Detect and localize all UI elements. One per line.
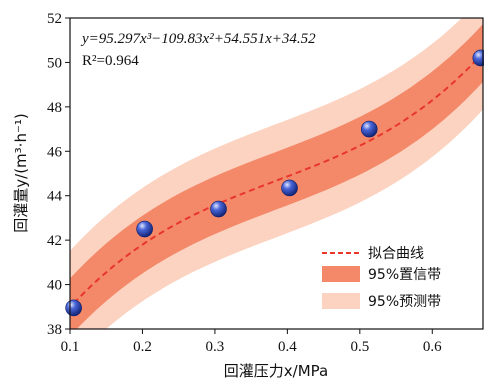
legend: 拟合曲线 95%置信带 95%预测带: [322, 246, 441, 310]
plot-frame: [69, 17, 484, 330]
x-tick-label-0: 0.1: [61, 339, 80, 355]
x-tick-label-3: 0.4: [278, 339, 297, 355]
y-tick-label-2: 42: [47, 233, 62, 249]
confidence-band: [70, 23, 483, 329]
y-tick-label-6: 50: [47, 55, 62, 71]
legend-prediction-label: 95%预测带: [368, 294, 441, 310]
y-axis-title: 回灌量y/(m³·h⁻¹): [12, 113, 30, 232]
y-axis-ticks: 38 40 42 44 46 48 50 52: [47, 11, 70, 338]
data-point-6: [472, 49, 484, 67]
x-tick-label-2: 0.3: [206, 339, 225, 355]
x-tick-label-4: 0.5: [350, 339, 369, 355]
y-tick-label-1: 40: [47, 278, 62, 294]
legend-confidence-swatch: [322, 266, 360, 282]
legend-fit-label: 拟合曲线: [368, 246, 424, 262]
y-tick-label-4: 46: [47, 144, 63, 160]
data-point-2: [136, 220, 153, 238]
r-squared: R²=0.964: [82, 53, 139, 69]
y-tick-label-7: 52: [47, 11, 62, 27]
legend-confidence-label: 95%置信带: [368, 267, 441, 283]
y-tick-label-3: 44: [47, 189, 63, 205]
data-point-4: [281, 179, 298, 197]
x-tick-label-5: 0.6: [423, 339, 442, 355]
x-tick-label-1: 0.2: [133, 339, 152, 355]
x-axis-ticks: 0.1 0.2 0.3 0.4 0.5 0.6: [61, 329, 442, 355]
fit-equation: y=95.297x³−109.83x²+54.551x+34.52: [80, 31, 316, 47]
y-tick-label-5: 48: [47, 100, 62, 116]
data-point-5: [360, 120, 378, 138]
legend-prediction-swatch: [322, 293, 360, 309]
data-point-1: [65, 299, 82, 317]
data-point-3: [210, 200, 227, 218]
y-tick-label-0: 38: [47, 322, 62, 338]
x-axis-title: 回灌压力x/MPa: [224, 362, 328, 380]
